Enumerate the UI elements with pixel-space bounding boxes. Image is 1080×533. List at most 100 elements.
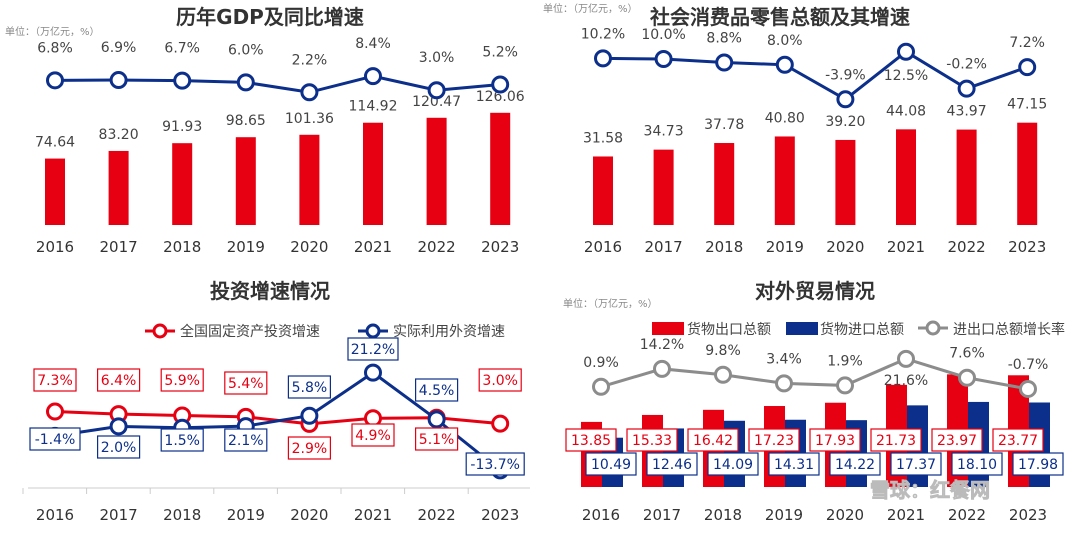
line-value-label: 9.8%	[705, 343, 741, 359]
x-tick-label: 2021	[354, 238, 392, 256]
bar	[593, 156, 613, 225]
growth-point	[1018, 58, 1037, 77]
bar-value-label: 31.58	[583, 130, 623, 146]
bar	[363, 122, 383, 225]
line-value-label: 10.0%	[641, 27, 685, 43]
x-tick-label: 2023	[1008, 238, 1046, 256]
data-label-box	[565, 428, 617, 452]
bar-value-label: 47.15	[1007, 97, 1047, 113]
legend-marker-import	[786, 322, 818, 335]
fixed-asset-investment-point	[46, 402, 64, 421]
line-value-label: 12.5%	[884, 68, 928, 84]
legend-label: 全国固定资产投资增速	[180, 323, 320, 340]
legend-marker-export	[652, 322, 684, 335]
data-label: 6.4%	[101, 373, 137, 389]
trade-growth-point	[897, 349, 915, 368]
line-value-label: 7.2%	[1009, 35, 1045, 51]
growth-point	[654, 50, 673, 68]
data-label: 3.0%	[482, 373, 518, 389]
bar-value-label: 98.65	[226, 113, 266, 129]
line-value-label: 21.6%	[884, 373, 928, 389]
bar	[108, 150, 129, 225]
growth-point	[836, 90, 855, 109]
legend-label: 实际利用外资增速	[393, 324, 505, 340]
data-label: 17.23	[754, 433, 794, 449]
x-tick-label: 2021	[887, 506, 925, 524]
bar	[653, 149, 674, 225]
x-tick-label: 2017	[100, 506, 138, 524]
data-label-box	[224, 428, 268, 452]
x-tick-label: 2017	[645, 238, 683, 256]
x-tick-label: 2023	[481, 238, 519, 256]
x-tick-label: 2022	[948, 238, 986, 256]
x-tick-label: 2016	[36, 506, 74, 524]
data-label: 5.8%	[292, 380, 328, 396]
data-label-box	[29, 427, 81, 451]
data-label-box	[870, 428, 922, 452]
foreign-investment-point	[300, 406, 319, 425]
data-label-box	[160, 368, 204, 392]
legend-label: 货物出口总额	[687, 321, 771, 338]
data-label-box	[931, 428, 983, 452]
growth-point	[775, 55, 794, 74]
bar-value-label: 126.06	[476, 89, 525, 105]
data-label-box	[287, 375, 331, 399]
x-tick-label: 2023	[481, 506, 519, 524]
data-label: 17.93	[815, 433, 855, 449]
data-label: 2.9%	[292, 441, 328, 457]
data-label: 2.1%	[228, 433, 264, 449]
growth-point	[491, 75, 510, 94]
trade-growth-point	[714, 365, 732, 384]
data-label: 5.1%	[419, 432, 455, 448]
growth-point	[46, 71, 64, 90]
data-label: 16.42	[693, 433, 733, 449]
data-label-box	[478, 368, 522, 392]
line-value-label: 3.4%	[766, 351, 802, 367]
bar-value-label: 43.97	[947, 104, 987, 120]
bar	[774, 136, 795, 225]
legend-marker-point	[925, 320, 941, 336]
growth-point	[594, 49, 612, 68]
bar-value-label: 114.92	[349, 99, 398, 115]
growth-point	[897, 42, 915, 61]
legend-marker-point	[365, 323, 381, 339]
fixed-asset-investment-point	[491, 414, 510, 433]
data-label-box	[224, 371, 268, 395]
data-label: 17.98	[1018, 457, 1058, 473]
trade-growth-point	[775, 374, 793, 393]
growth-line	[54, 74, 501, 94]
data-label-box	[585, 452, 637, 476]
legend-label: 进出口总额增长率	[953, 321, 1065, 338]
line-value-label: 7.6%	[949, 346, 985, 362]
data-label-box	[646, 452, 698, 476]
bar	[299, 134, 320, 225]
data-label: 1.5%	[164, 433, 200, 449]
legend-marker-point	[152, 323, 168, 339]
data-label: 21.73	[876, 433, 916, 449]
x-tick-label: 2019	[227, 238, 265, 256]
bar-value-label: 37.78	[704, 117, 744, 133]
data-label: 21.2%	[351, 342, 395, 358]
data-label: 7.3%	[37, 373, 73, 389]
data-label: 13.85	[571, 433, 611, 449]
data-label-box	[287, 436, 331, 460]
data-label: -13.7%	[470, 457, 520, 473]
foreign-investment-point	[109, 417, 128, 436]
line-value-label: 2.2%	[292, 52, 328, 68]
growth-point	[957, 79, 976, 98]
x-tick-label: 2021	[887, 238, 925, 256]
bar	[714, 143, 735, 225]
x-tick-label: 2019	[227, 506, 265, 524]
data-label-box	[33, 368, 77, 392]
bar-value-label: 34.73	[644, 124, 684, 140]
data-label: 14.09	[713, 457, 753, 473]
bar	[956, 129, 977, 225]
foreign-investment-point	[427, 410, 446, 429]
growth-line	[602, 49, 1028, 102]
trade-growth-line	[600, 357, 1029, 391]
growth-point	[427, 81, 446, 100]
line-value-label: -0.7%	[1008, 357, 1049, 373]
chart-title: 投资增速情况	[210, 279, 330, 303]
data-label: 14.31	[774, 457, 814, 473]
